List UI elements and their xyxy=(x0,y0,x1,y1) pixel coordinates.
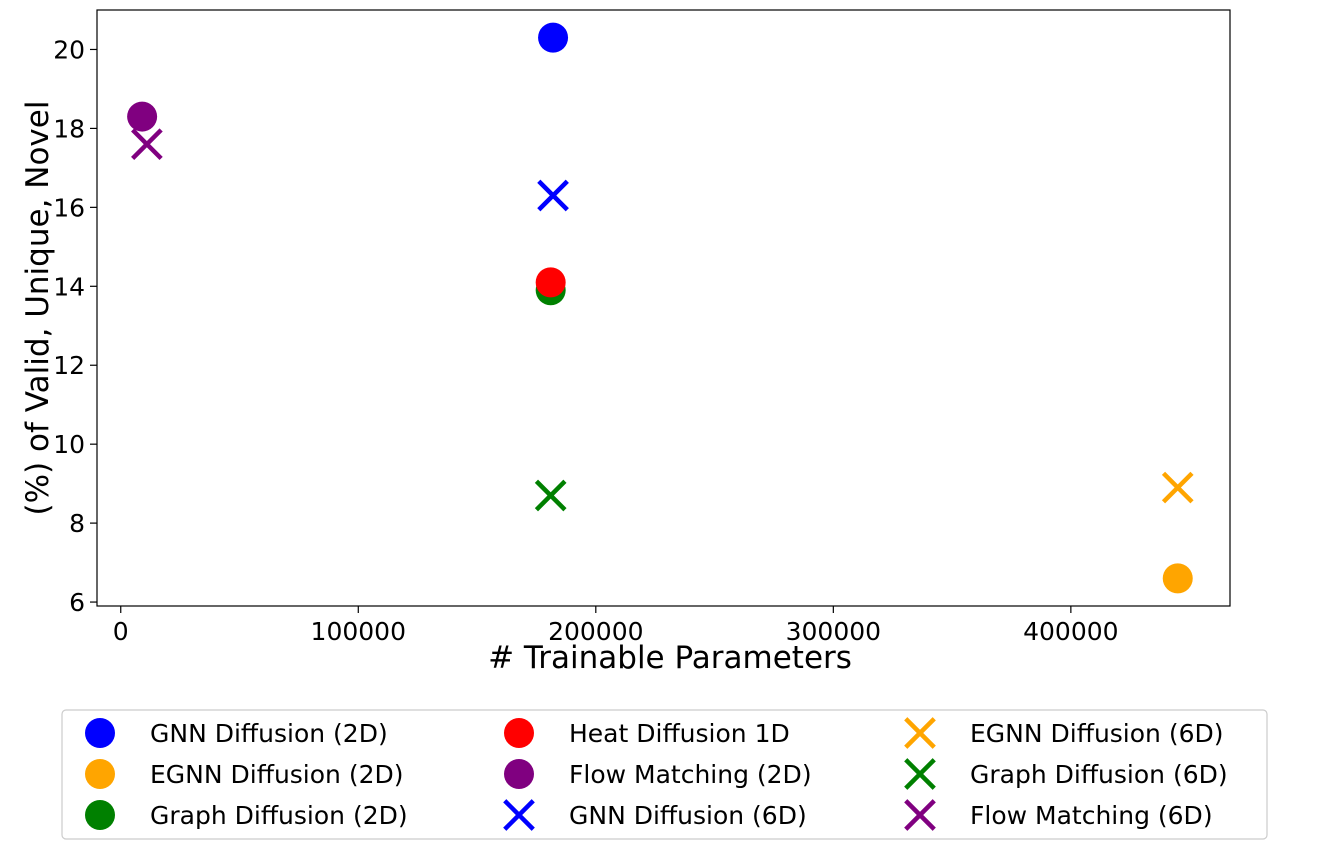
legend-circle-marker xyxy=(504,759,534,789)
x-tick-label: 200000 xyxy=(548,617,643,646)
legend-item: Graph Diffusion (6D) xyxy=(904,758,1228,790)
legend-item: EGNN Diffusion (6D) xyxy=(904,717,1224,749)
data-point-egnn-diffusion-6d xyxy=(1161,471,1194,504)
legend-label: EGNN Diffusion (2D) xyxy=(150,760,404,789)
plot-frame xyxy=(96,9,1231,607)
legend-x-marker xyxy=(904,799,936,831)
legend-circle-marker xyxy=(85,759,115,789)
y-tick-label: 10 xyxy=(53,430,85,459)
legend-circle-marker xyxy=(504,718,534,748)
y-axis-label: (%) of Valid, Unique, Novel xyxy=(20,101,56,516)
x-tick-label: 0 xyxy=(113,617,129,646)
y-tick-label: 6 xyxy=(69,588,85,617)
legend-circle-marker xyxy=(85,800,115,830)
legend-label: Flow Matching (6D) xyxy=(970,801,1213,830)
x-axis-label: # Trainable Parameters xyxy=(488,640,852,676)
legend: GNN Diffusion (2D) EGNN Diffusion (2D) Gra… xyxy=(61,709,1268,840)
legend-item: Flow Matching (6D) xyxy=(904,799,1213,831)
legend-circle-marker xyxy=(85,718,115,748)
legend-item: GNN Diffusion (2D) xyxy=(85,718,388,748)
legend-label: Graph Diffusion (2D) xyxy=(150,801,408,830)
legend-item: GNN Diffusion (6D) xyxy=(503,799,807,831)
legend-item: Heat Diffusion 1D xyxy=(504,718,790,748)
data-point-egnn-diffusion-2d xyxy=(1162,563,1193,594)
legend-label: GNN Diffusion (6D) xyxy=(569,801,807,830)
legend-item: Graph Diffusion (2D) xyxy=(85,800,408,830)
y-tick-label: 12 xyxy=(53,351,85,380)
y-tick-label: 20 xyxy=(53,35,85,64)
legend-x-marker xyxy=(904,758,936,790)
data-point-gnn-diffusion-2d xyxy=(538,22,569,53)
legend-label: Heat Diffusion 1D xyxy=(569,719,790,748)
legend-x-marker xyxy=(503,799,535,831)
plot-area xyxy=(127,22,1194,594)
legend-item: EGNN Diffusion (2D) xyxy=(85,759,404,789)
y-tick-label: 16 xyxy=(53,193,85,222)
data-point-heat-diffusion-1d xyxy=(535,267,566,298)
data-point-flow-matching-2d xyxy=(127,101,158,132)
legend-x-marker xyxy=(904,717,936,749)
data-point-flow-matching-6d xyxy=(131,128,163,161)
x-tick-label: 400000 xyxy=(1023,617,1118,646)
legend-item: Flow Matching (2D) xyxy=(504,759,812,789)
legend-box xyxy=(61,709,1268,840)
legend-label: Graph Diffusion (6D) xyxy=(970,760,1228,789)
data-point-gnn-diffusion-6d xyxy=(537,179,569,212)
legend-label: EGNN Diffusion (6D) xyxy=(970,719,1224,748)
axes: 0 100000 200000 300000 400000 6 8 10 12 14 16 18 20 xyxy=(53,9,1231,646)
legend-label: GNN Diffusion (2D) xyxy=(150,719,388,748)
x-tick-label: 300000 xyxy=(786,617,881,646)
x-tick-label: 100000 xyxy=(311,617,406,646)
y-tick-label: 14 xyxy=(53,272,85,301)
y-tick-label: 18 xyxy=(53,114,85,143)
data-point-graph-diffusion-6d xyxy=(534,479,567,512)
legend-label: Flow Matching (2D) xyxy=(569,760,812,789)
y-tick-label: 8 xyxy=(69,509,85,538)
